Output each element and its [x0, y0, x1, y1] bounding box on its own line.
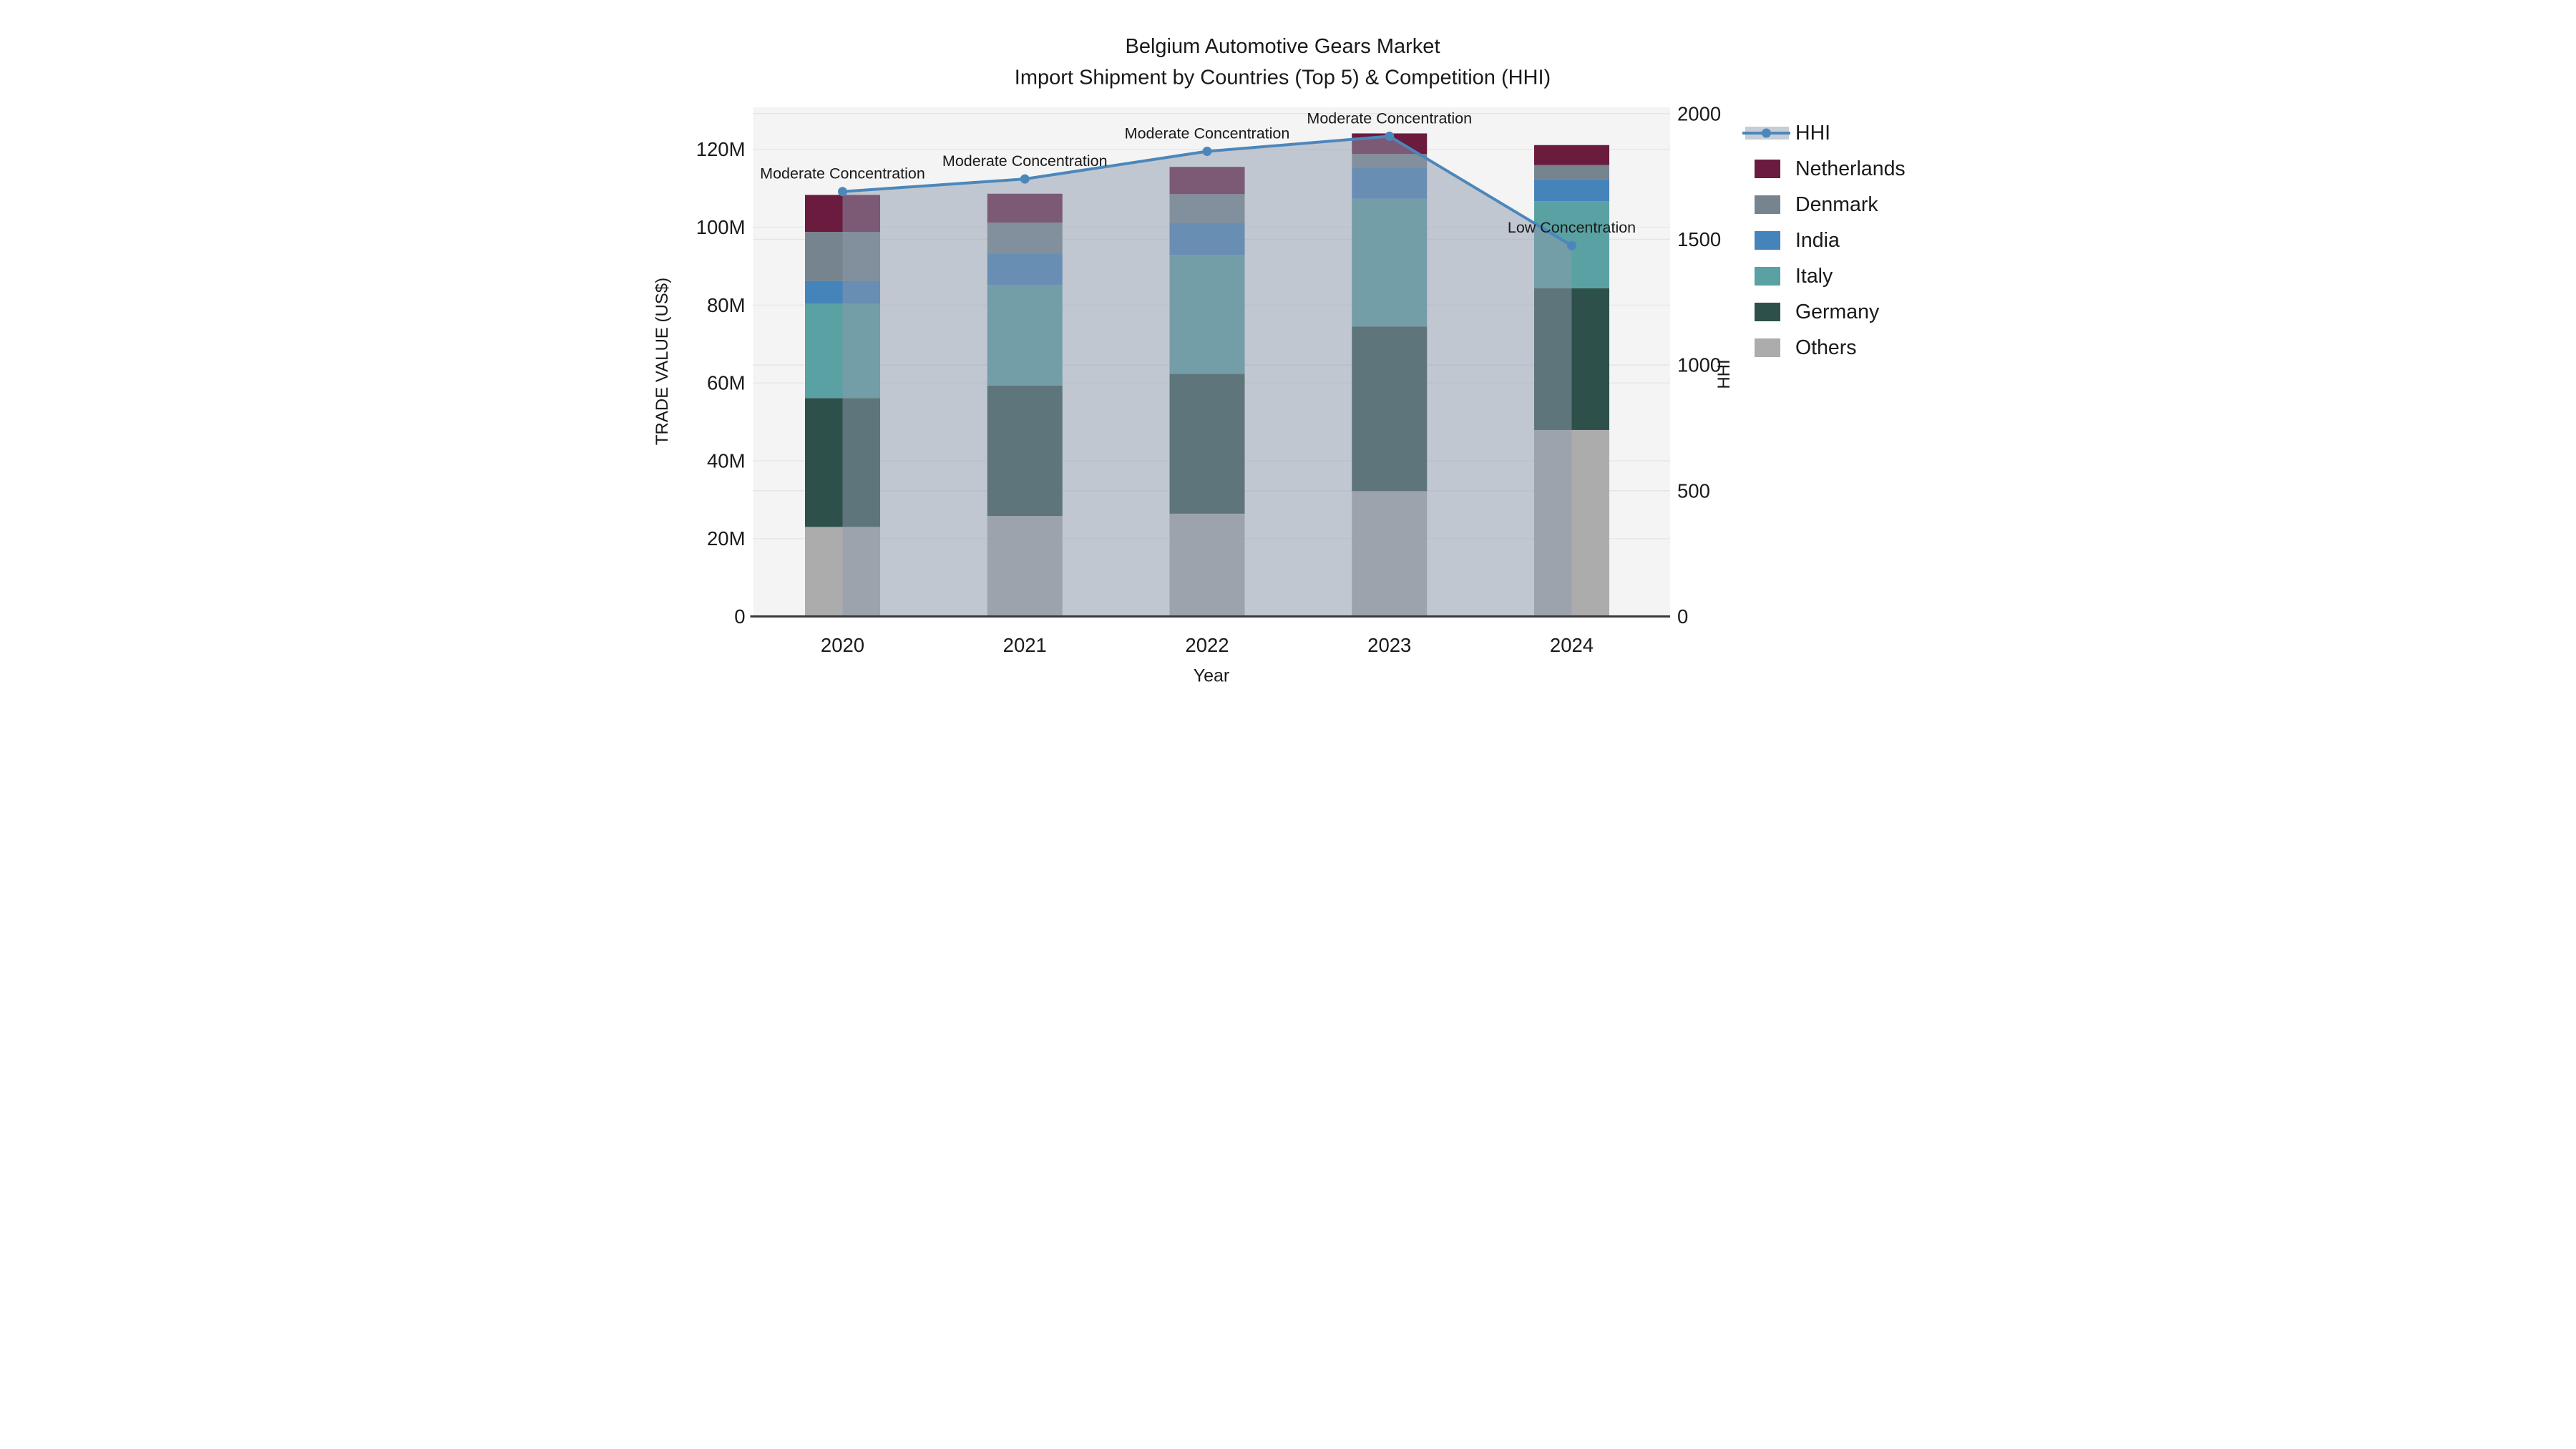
legend-label-hhi: HHI: [1795, 122, 1830, 145]
legend-swatch-germany: [1755, 303, 1780, 321]
x-tick-2022: 2022: [1185, 634, 1229, 656]
annotation-2021: Moderate Concentration: [942, 152, 1108, 170]
y-axis-title-left: TRADE VALUE (US$): [653, 278, 672, 445]
hhi-marker-2022[interactable]: [1202, 146, 1212, 156]
bar-segment-2024-denmark[interactable]: [1534, 165, 1609, 180]
legend-swatch-italy: [1755, 267, 1780, 286]
legend-label-india: India: [1795, 229, 1840, 252]
annotation-2023: Moderate Concentration: [1307, 109, 1472, 127]
chart-title-line2: Import Shipment by Countries (Top 5) & C…: [1015, 67, 1551, 89]
legend: HHI Netherlands Denmark India Italy Germany Ot…: [1742, 122, 1906, 359]
x-tick-2024: 2024: [1550, 634, 1594, 656]
x-tick-2023: 2023: [1367, 634, 1411, 656]
hhi-marker-2024[interactable]: [1567, 240, 1576, 250]
y-left-tick-60M: 60M: [707, 372, 746, 394]
x-tick-2020: 2020: [821, 634, 864, 656]
legend-swatch-others: [1755, 338, 1780, 357]
legend-item-germany[interactable]: Germany: [1755, 301, 1880, 323]
annotation-2020: Moderate Concentration: [760, 165, 925, 182]
legend-swatch-india: [1755, 231, 1780, 250]
legend-item-denmark[interactable]: Denmark: [1755, 193, 1878, 216]
x-axis-title: Year: [1194, 666, 1230, 686]
y-right-tick-2000: 2000: [1677, 102, 1721, 125]
y-left-tick-80M: 80M: [707, 294, 746, 316]
annotation-2022: Moderate Concentration: [1125, 125, 1290, 142]
y-left-tick-40M: 40M: [707, 449, 746, 472]
legend-item-hhi[interactable]: HHI: [1742, 122, 1830, 145]
y-left-tick-100M: 100M: [696, 216, 746, 238]
y-right-tick-0: 0: [1677, 605, 1688, 628]
legend-item-india[interactable]: India: [1755, 229, 1840, 252]
hhi-marker-2020[interactable]: [838, 187, 847, 197]
legend-label-germany: Germany: [1795, 301, 1880, 323]
legend-item-netherlands[interactable]: Netherlands: [1755, 157, 1906, 180]
y-left-tick-0: 0: [734, 605, 745, 628]
chart-canvas: Moderate Concentration Moderate Concentra…: [644, 0, 1932, 725]
hhi-marker-2023[interactable]: [1385, 131, 1395, 141]
y-axis-title-right: HHI: [1714, 359, 1734, 389]
legend-swatch-denmark: [1755, 195, 1780, 214]
bar-segment-2024-india[interactable]: [1534, 179, 1609, 202]
legend-item-others[interactable]: Others: [1755, 336, 1857, 359]
hhi-area: [842, 136, 1572, 617]
annotation-2024: Low Concentration: [1508, 219, 1636, 236]
legend-hhi-marker-icon: [1762, 128, 1771, 138]
chart-title-line1: Belgium Automotive Gears Market: [1125, 35, 1440, 58]
legend-label-netherlands: Netherlands: [1795, 157, 1906, 180]
legend-item-italy[interactable]: Italy: [1755, 265, 1833, 288]
legend-swatch-netherlands: [1755, 160, 1780, 178]
hhi-marker-2021[interactable]: [1020, 174, 1030, 184]
legend-label-italy: Italy: [1795, 265, 1833, 288]
y-left-tick-120M: 120M: [696, 138, 746, 160]
chart-figure: Moderate Concentration Moderate Concentra…: [644, 0, 1932, 725]
y-right-tick-500: 500: [1677, 479, 1710, 502]
y-right-tick-1000: 1000: [1677, 354, 1721, 376]
y-left-tick-20M: 20M: [707, 527, 746, 550]
legend-label-others: Others: [1795, 336, 1857, 359]
bar-segment-2024-netherlands[interactable]: [1534, 145, 1609, 165]
x-tick-2021: 2021: [1003, 634, 1047, 656]
legend-label-denmark: Denmark: [1795, 193, 1878, 216]
y-right-tick-1500: 1500: [1677, 228, 1721, 250]
